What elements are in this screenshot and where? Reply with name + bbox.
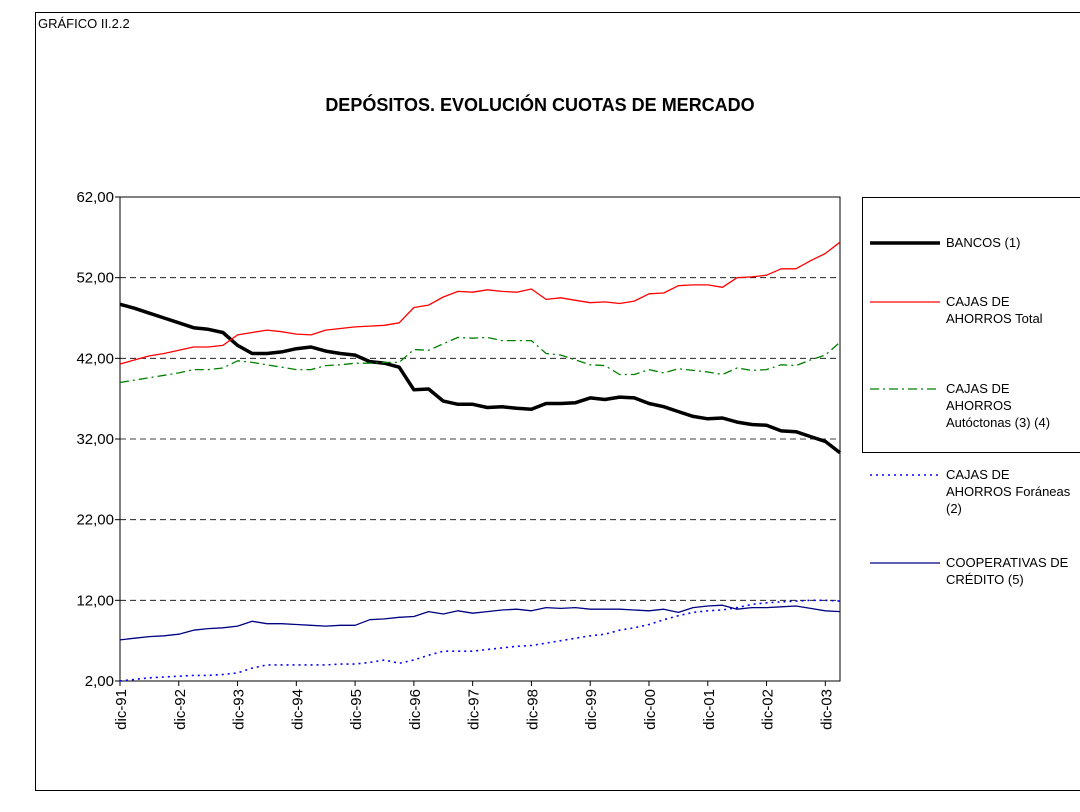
x-tick-label: dic-92 (172, 689, 189, 730)
x-tick-label: dic-95 (348, 689, 365, 730)
series-line (119, 599, 841, 682)
y-tick-label: 12,00 (76, 592, 114, 609)
x-tick-label: dic-94 (289, 689, 306, 730)
y-tick-label: 32,00 (76, 431, 114, 448)
legend-label: CAJAS DE AHORROS Foráneas (2) (946, 467, 1071, 516)
x-tick-label: dic-91 (113, 689, 130, 730)
frame (35, 12, 1080, 791)
x-tick-label: dic-98 (524, 689, 541, 730)
series-line (119, 604, 841, 641)
x-tick-label: dic-96 (407, 689, 424, 730)
series-line (119, 336, 841, 384)
x-tick-label: dic-03 (818, 689, 835, 730)
x-tick-label: dic-02 (760, 689, 777, 730)
y-tick-label: 52,00 (76, 270, 114, 287)
x-tick-label: dic-97 (466, 689, 483, 730)
y-tick-label: 42,00 (76, 350, 114, 367)
plot-area (119, 196, 841, 682)
y-tick-label: 62,00 (76, 189, 114, 206)
series-line (119, 241, 841, 365)
legend-label: CAJAS DE AHORROS Total (946, 294, 1043, 326)
legend-box (862, 197, 1080, 453)
chart-title: DEPÓSITOS. EVOLUCIÓN CUOTAS DE MERCADO (325, 94, 754, 115)
x-tick-label: dic-93 (231, 689, 248, 730)
y-tick-label: 2,00 (85, 673, 114, 690)
x-tick-label: dic-99 (583, 689, 600, 730)
x-tick-label: dic-01 (701, 689, 718, 730)
legend-label: COOPERATIVAS DE CRÉDITO (5) (946, 555, 1069, 587)
header: GRÁFICO II.2.2 (38, 16, 130, 31)
legend-label: BANCOS (1) (946, 235, 1021, 250)
x-tick-label: dic-00 (642, 689, 659, 730)
y-tick-label: 22,00 (76, 512, 114, 529)
series-line (119, 302, 842, 455)
legend-label: CAJAS DE AHORROS Autóctonas (3) (4) (946, 381, 1051, 430)
